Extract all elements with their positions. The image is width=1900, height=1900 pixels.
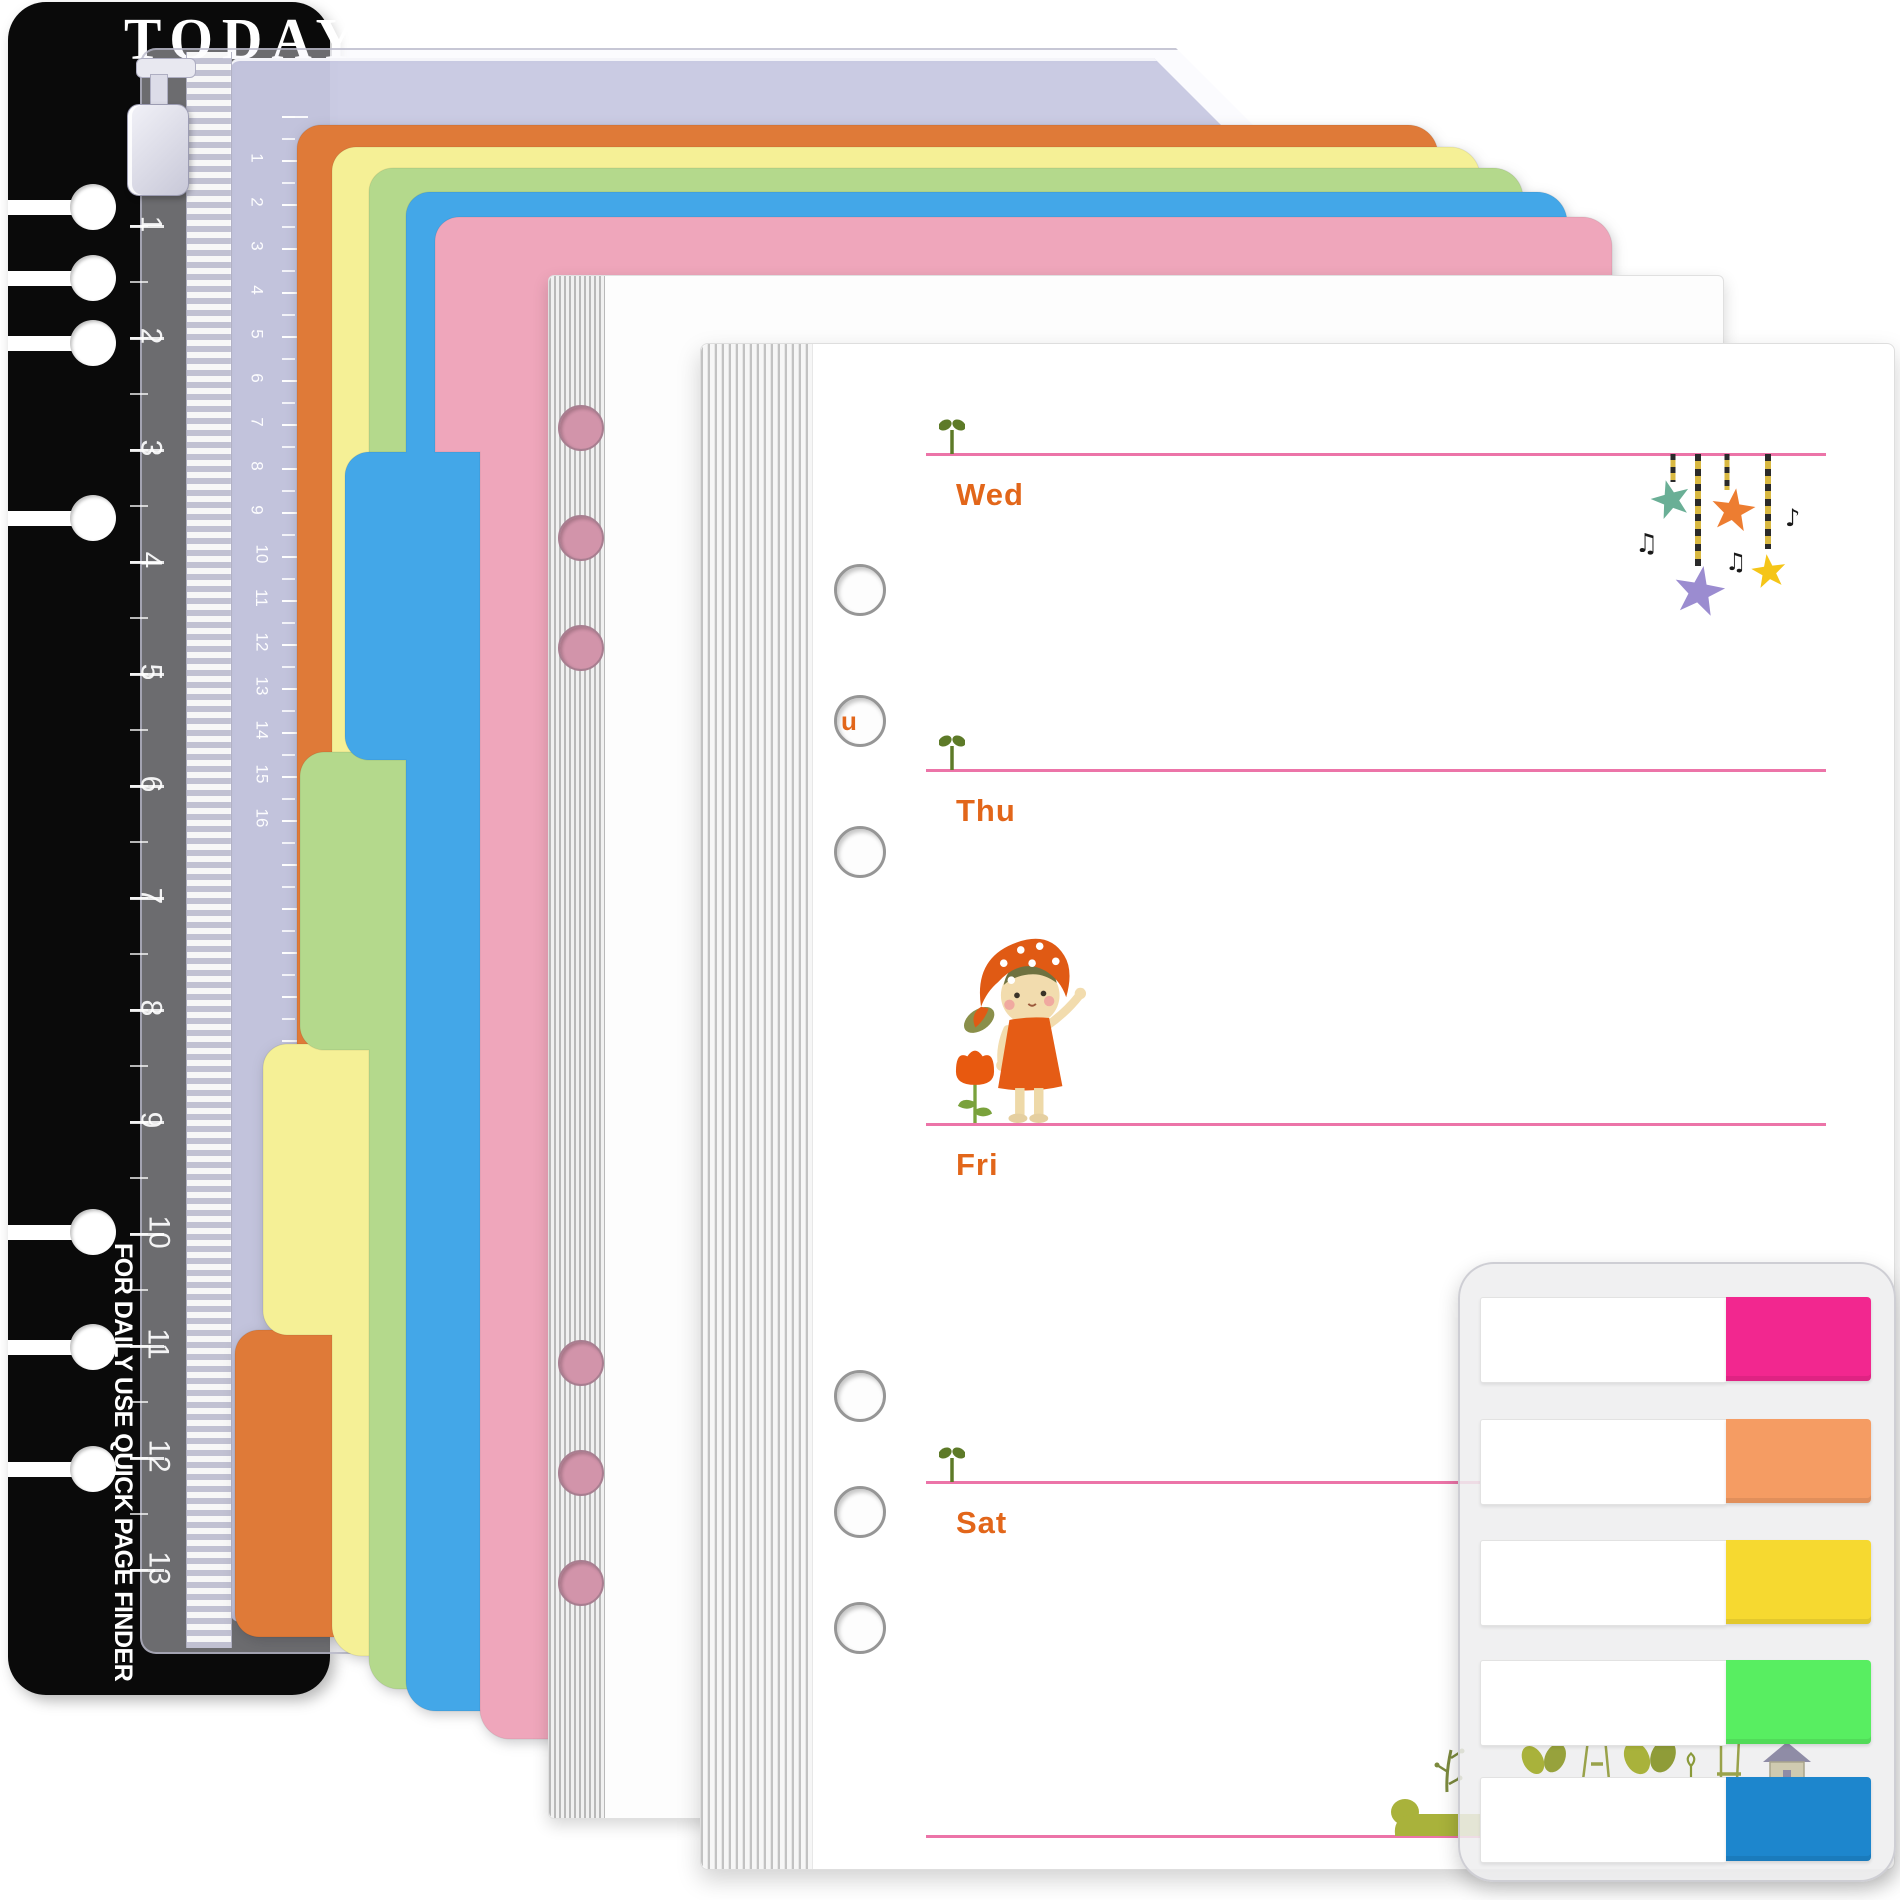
day-line-sun	[926, 1835, 1826, 1838]
pouch-ruler-ticks	[130, 113, 148, 1593]
sticky-tab-paper	[1480, 1419, 1726, 1505]
binder-hole-icon	[8, 200, 80, 215]
sticky-tab-color-green	[1726, 1660, 1871, 1744]
sticky-tab-paper	[1480, 1297, 1726, 1383]
day-line-wed	[926, 453, 1826, 456]
sticky-tab-color-pink	[1726, 1297, 1871, 1381]
punched-hole-icon	[834, 564, 886, 616]
punched-hole-icon	[558, 515, 604, 561]
sticky-tab-row	[1480, 1660, 1871, 1746]
sticky-tab-paper	[1480, 1540, 1726, 1626]
punched-hole-icon	[834, 1370, 886, 1422]
binder-hole-icon	[8, 1462, 80, 1477]
day-label-fri: Fri	[956, 1147, 999, 1182]
planner-page-edge	[701, 344, 813, 1869]
day-label-thu: Thu	[956, 793, 1016, 828]
binder-hole-icon	[8, 271, 80, 286]
tulip-flower-icon	[955, 1050, 995, 1123]
binder-hole-icon	[70, 255, 116, 301]
day-line-sat	[926, 1481, 1826, 1484]
day-label-sat: Sat	[956, 1505, 1008, 1540]
sticky-tab-row	[1480, 1777, 1871, 1863]
sticky-tab-row	[1480, 1297, 1871, 1383]
sticky-tab-row	[1480, 1540, 1871, 1626]
sticky-tab-paper	[1480, 1777, 1726, 1863]
peek-through-letter: u	[841, 706, 857, 736]
sprout-icon	[939, 735, 965, 770]
garden-doodles	[1521, 1737, 1811, 1781]
binder-hole-icon	[70, 1324, 116, 1370]
binder-hole-icon	[8, 1340, 80, 1355]
binder-hole-icon	[70, 495, 116, 541]
binder-hole-icon	[8, 511, 80, 526]
punched-hole-icon	[558, 1340, 604, 1386]
sticky-tabs-card	[1458, 1262, 1896, 1882]
binder-hole-icon	[70, 184, 116, 230]
sprout-icon	[939, 1447, 965, 1482]
sticky-tab-color-yellow	[1726, 1540, 1871, 1624]
binder-hole-icon	[70, 1209, 116, 1255]
sticky-tab-color-orange	[1726, 1419, 1871, 1503]
punched-hole-icon	[558, 405, 604, 451]
sprout-icon	[939, 419, 965, 454]
binder-hole-icon	[70, 1446, 116, 1492]
punched-hole-icon	[834, 1486, 886, 1538]
sticky-tab-paper	[1480, 1660, 1726, 1746]
punched-hole-icon	[834, 826, 886, 878]
sticky-tab-color-blue	[1726, 1777, 1871, 1861]
punched-hole-icon: u	[834, 695, 886, 747]
hanging-stars-icon: ♫ ♫ ♪	[1635, 454, 1800, 618]
zipper-teeth	[186, 52, 232, 1648]
music-note-icon: ♪	[1785, 504, 1800, 532]
binder-hole-icon	[70, 320, 116, 366]
punched-hole-icon	[558, 1560, 604, 1606]
punched-hole-icon	[834, 1602, 886, 1654]
day-label-wed: Wed	[956, 477, 1024, 512]
day-line-thu	[926, 769, 1826, 772]
binder-hole-icon	[8, 336, 80, 351]
girl-with-flower-illustration	[963, 938, 1087, 1124]
punched-hole-icon	[558, 625, 604, 671]
sticky-tab-row	[1480, 1419, 1871, 1505]
music-note-icon: ♫	[1725, 548, 1747, 576]
punched-hole-icon	[558, 1450, 604, 1496]
music-note-icon: ♫	[1635, 529, 1658, 559]
day-line-fri	[926, 1123, 1826, 1126]
binder-hole-icon	[8, 1225, 80, 1240]
zipper-pull-icon	[127, 104, 189, 196]
